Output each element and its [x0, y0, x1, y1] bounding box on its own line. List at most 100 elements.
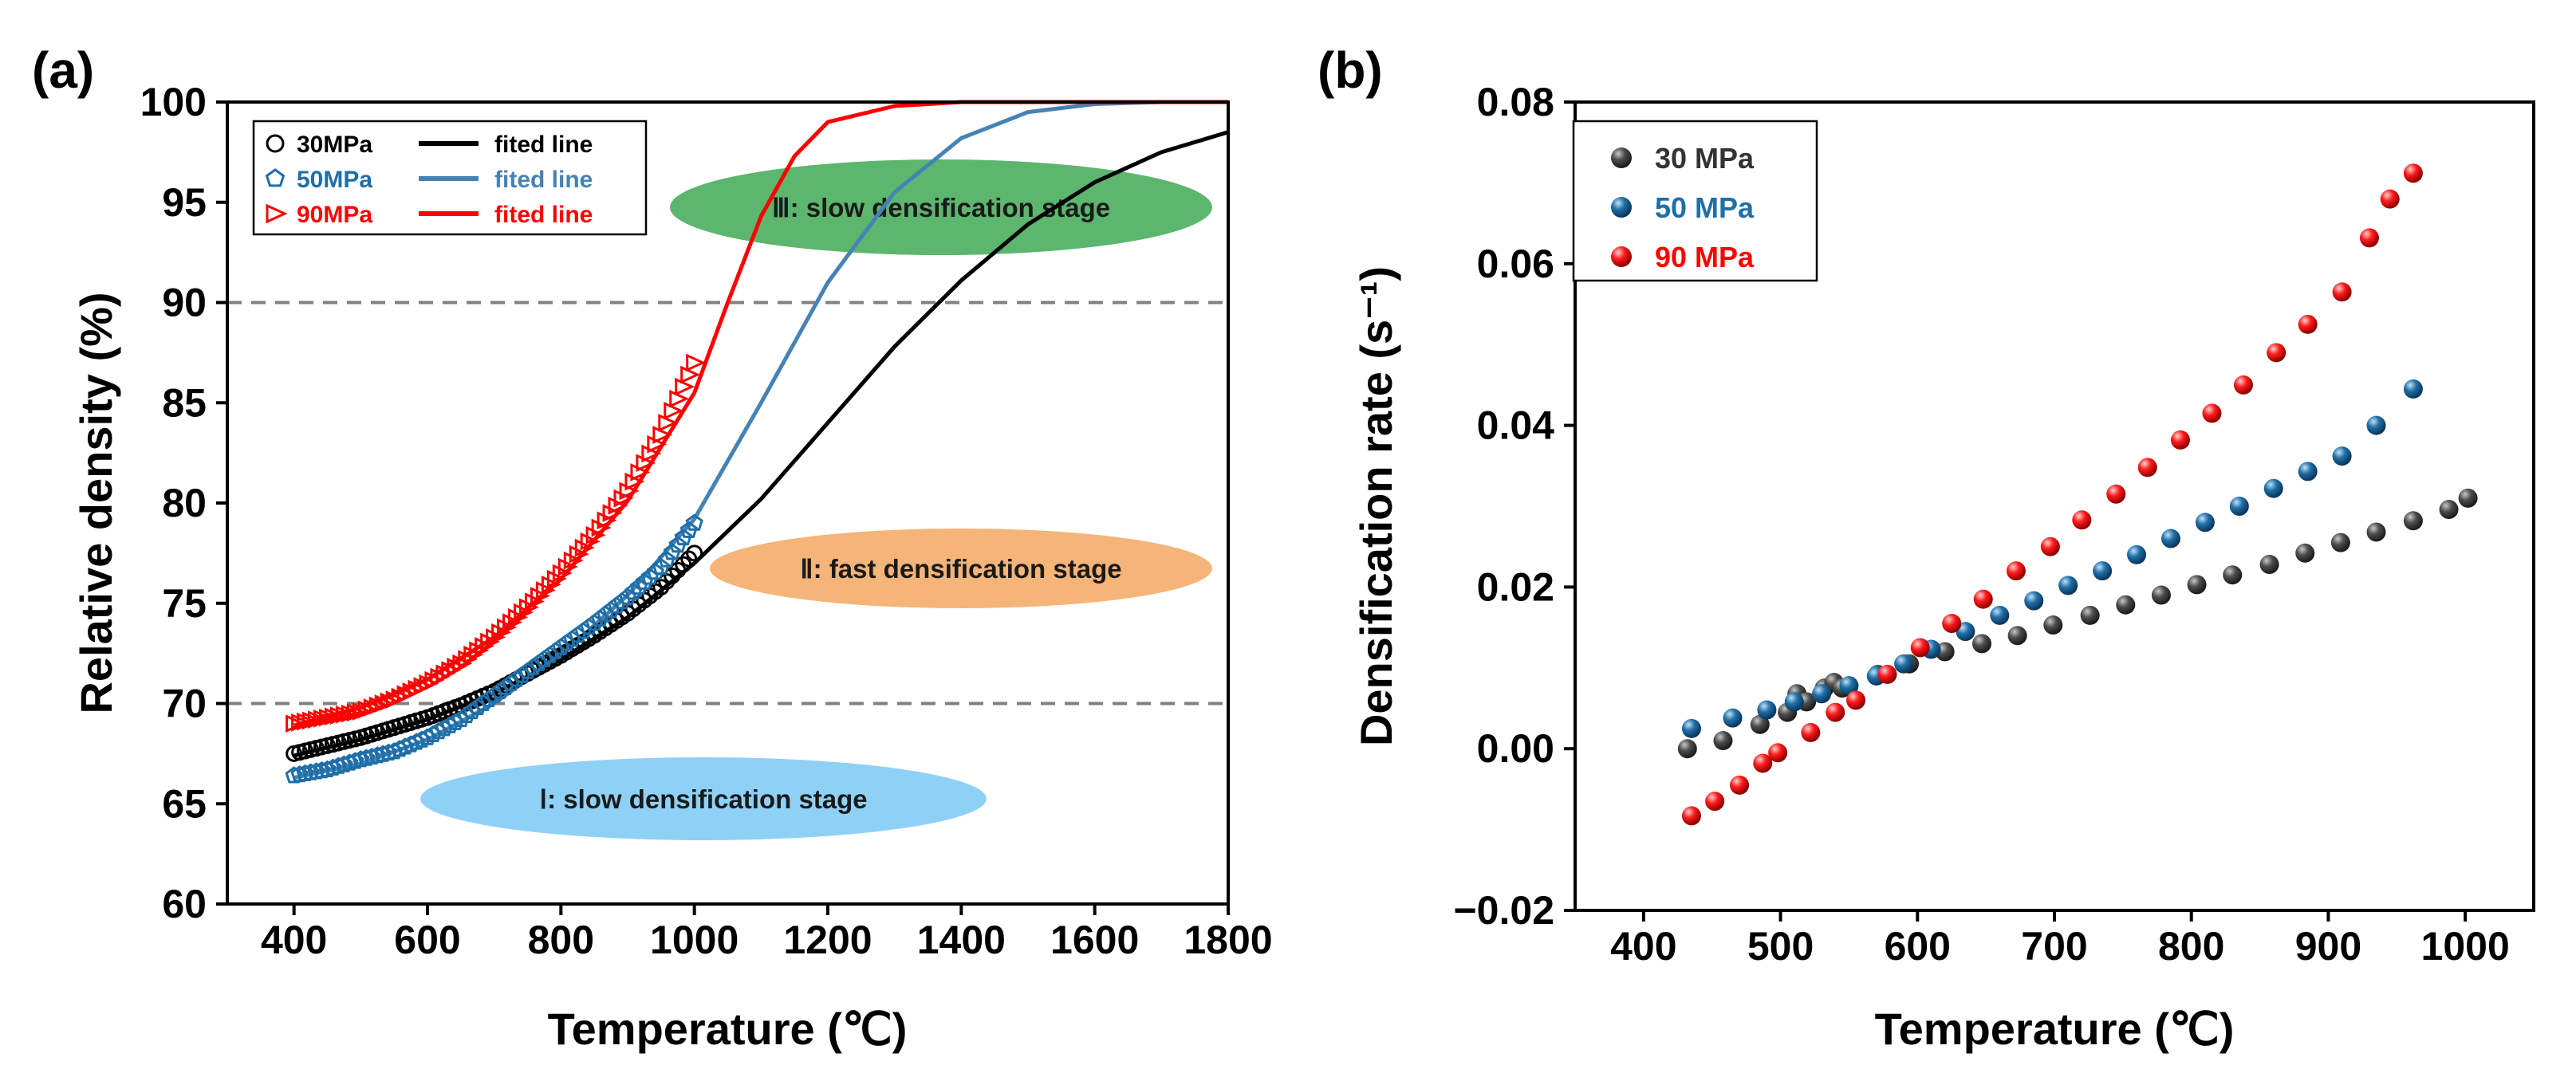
data-point-90MPa [669, 389, 690, 408]
data-point-50MPa [318, 760, 337, 777]
data-point-30MPa [2151, 585, 2171, 605]
data-point-30MPa [652, 579, 670, 596]
data-point-50MPa [685, 513, 703, 531]
data-point-50MPa [1839, 676, 1859, 696]
x-tick-label: 1800 [1184, 918, 1272, 962]
data-point-90MPa [308, 710, 328, 729]
data-point-90MPa [1942, 614, 1962, 634]
data-point-90MPa [686, 353, 707, 372]
x-tick-label: 800 [528, 918, 594, 962]
data-point-90MPa [569, 544, 589, 564]
data-point-50MPa [368, 746, 387, 764]
stage-annotations: Ⅲ: slow densification stage Ⅱ: fast dens… [420, 159, 1212, 840]
legend-series-label: 90MPa [297, 202, 372, 228]
data-point-50MPa [2403, 379, 2423, 399]
x-tick-label: 400 [1610, 924, 1676, 969]
data-point-90MPa [602, 504, 623, 522]
data-point-90MPa [591, 518, 612, 537]
data-point-50MPa [329, 757, 348, 774]
data-point-90MPa [580, 532, 601, 551]
data-point-50MPa [346, 752, 364, 769]
stage-iii-label: Ⅲ: slow densification stage [772, 193, 1110, 222]
data-point-90MPa [563, 551, 584, 570]
data-point-50MPa [396, 737, 415, 755]
data-point-30MPa [2366, 522, 2386, 542]
y-tick-label: 85 [162, 380, 207, 425]
data-point-50MPa [2366, 415, 2386, 435]
data-point-90MPa [1973, 589, 1993, 609]
data-points [1677, 163, 2478, 826]
y-tick-label: 75 [162, 581, 207, 626]
legend-series-label: 90 MPa [1655, 241, 1755, 273]
data-point-50MPa [352, 750, 370, 768]
data-point-50MPa [380, 743, 398, 761]
y-axis-ticks: −0.02 0.00 0.02 0.04 0.06 0.08 [1453, 80, 1575, 933]
data-point-90MPa [585, 525, 606, 544]
y-tick-label: 95 [162, 180, 207, 225]
legend-fit-label: fited line [494, 132, 593, 158]
legend-marker-90MPa [266, 203, 288, 224]
legend-b: 30 MPa 50 MPa 90 MPa [1572, 120, 1818, 282]
data-point-90MPa [497, 618, 518, 637]
data-point-90MPa [535, 581, 556, 599]
data-point-50MPa [2127, 544, 2147, 564]
data-point-90MPa [2267, 343, 2286, 363]
data-point-50MPa [1723, 708, 1743, 728]
data-point-50MPa [2229, 497, 2249, 516]
data-point-30MPa [2403, 511, 2423, 531]
data-point-30MPa [2080, 605, 2100, 625]
data-point-90MPa [597, 511, 617, 530]
data-point-90MPa [546, 569, 567, 588]
data-point-90MPa [2202, 403, 2222, 423]
data-point-90MPa [491, 623, 512, 642]
data-point-90MPa [1705, 792, 1725, 812]
data-point-50MPa [374, 745, 392, 762]
y-tick-label: 0.06 [1477, 242, 1554, 286]
data-point-30MPa [669, 561, 687, 579]
data-point-30MPa [2223, 565, 2243, 585]
data-point-50MPa [674, 528, 692, 546]
data-point-90MPa [329, 706, 350, 725]
x-tick-label: 1400 [917, 918, 1006, 962]
y-tick-label: 0.04 [1477, 403, 1555, 448]
data-point-90MPa [319, 708, 339, 727]
data-point-50MPa [679, 521, 698, 538]
data-point-90MPa [469, 641, 490, 660]
data-point-30MPa [2439, 500, 2459, 520]
legend-series-label: 50 MPa [1655, 191, 1755, 224]
data-point-90MPa [652, 426, 673, 444]
data-point-90MPa [1910, 638, 1930, 658]
legend-series-label: 50MPa [297, 167, 372, 193]
data-point-30MPa [686, 544, 703, 562]
y-tick-label: 0.02 [1477, 564, 1554, 609]
data-point-90MPa [508, 608, 528, 627]
data-point-90MPa [1801, 722, 1821, 742]
data-point-90MPa [2006, 561, 2026, 581]
data-point-50MPa [2195, 513, 2215, 533]
y-axis-ticks: 60 65 70 75 80 85 90 95 100 [140, 80, 227, 926]
legend-marker [1611, 246, 1632, 267]
y-tick-label: 65 [162, 781, 207, 826]
data-point-90MPa [475, 637, 495, 655]
data-point-90MPa [2403, 163, 2423, 183]
data-point-90MPa [486, 628, 506, 647]
data-point-30MPa [1971, 634, 1991, 654]
stage-ii-ellipse [710, 529, 1212, 608]
stage-iii-ellipse [670, 159, 1212, 255]
y-tick-label: 0.08 [1477, 80, 1554, 124]
data-point-50MPa [1894, 654, 1914, 674]
x-tick-label: 500 [1747, 924, 1814, 969]
data-point-50MPa [2160, 529, 2180, 548]
data-point-50MPa [1812, 684, 1832, 704]
data-point-50MPa [652, 557, 670, 575]
x-tick-label: 400 [261, 918, 327, 962]
data-point-90MPa [346, 703, 367, 722]
data-point-50MPa [313, 761, 331, 779]
data-point-50MPa [1757, 700, 1777, 720]
data-point-50MPa [1990, 605, 2010, 625]
data-point-90MPa [502, 613, 523, 631]
data-point-90MPa [541, 575, 561, 594]
legend-fit-label: fited line [494, 167, 593, 193]
data-point-50MPa [296, 764, 314, 781]
data-point-50MPa [363, 747, 381, 765]
